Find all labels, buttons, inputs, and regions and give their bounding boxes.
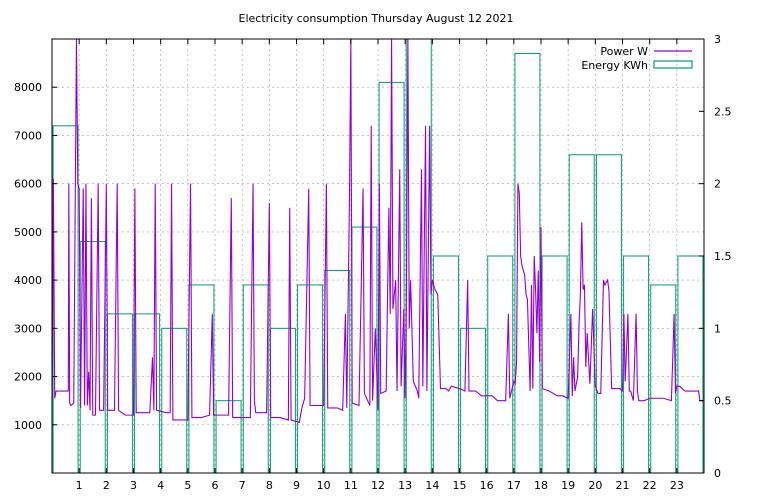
x-tick-label: 1 xyxy=(76,479,83,492)
x-tick-label: 6 xyxy=(212,479,219,492)
legend-swatch-energy xyxy=(653,60,693,69)
legend: Power W Energy KWh xyxy=(581,45,693,72)
energy-bar xyxy=(514,52,541,474)
x-tick-label: 20 xyxy=(588,479,602,492)
y-left-tick-label: 1000 xyxy=(14,419,42,432)
y-left-tick-label: 2000 xyxy=(14,371,42,384)
x-tick-label: 15 xyxy=(453,479,467,492)
y-left-tick-label: 7000 xyxy=(14,129,42,142)
grid xyxy=(52,39,704,473)
x-tick-label: 17 xyxy=(507,479,521,492)
energy-bar xyxy=(405,38,432,474)
x-tick-label: 13 xyxy=(398,479,412,492)
x-tick-label: 10 xyxy=(317,479,331,492)
x-tick-label: 11 xyxy=(344,479,358,492)
x-tick-label: 14 xyxy=(425,479,439,492)
energy-bar xyxy=(161,327,188,474)
chart-title: Electricity consumption Thursday August … xyxy=(239,12,514,25)
x-tick-label: 4 xyxy=(157,479,164,492)
energy-bar xyxy=(106,313,133,474)
power-series xyxy=(51,38,704,424)
x-tick-label: 12 xyxy=(371,479,385,492)
y-right-tick-label: 0 xyxy=(714,467,721,480)
y-left-tick-label: 6000 xyxy=(14,178,42,191)
y-right-tick-label: 0.5 xyxy=(714,395,732,408)
y-right-tick-label: 1 xyxy=(714,322,721,335)
x-tick-label: 3 xyxy=(130,479,137,492)
energy-bar xyxy=(677,255,704,474)
x-tick-label: 9 xyxy=(293,479,300,492)
y-right-tick-label: 2.5 xyxy=(714,105,732,118)
x-tick-label: 2 xyxy=(103,479,110,492)
energy-bar xyxy=(460,327,487,474)
x-tick-label: 22 xyxy=(643,479,657,492)
y-left-tick-label: 5000 xyxy=(14,226,42,239)
energy-bar xyxy=(269,327,296,474)
x-tick-label: 8 xyxy=(266,479,273,492)
y-right-tick-label: 2 xyxy=(714,178,721,191)
legend-label-power: Power W xyxy=(600,45,648,58)
x-tick-label: 19 xyxy=(561,479,575,492)
x-tick-label: 23 xyxy=(670,479,684,492)
axes: 1 2 3 4 5 6 7 8 9 10 11 12 13 14 15 16 17 18 19 20 21 22 23100… xyxy=(14,33,732,492)
y-right-tick-label: 1.5 xyxy=(714,250,732,263)
y-left-tick-label: 4000 xyxy=(14,274,42,287)
energy-bar xyxy=(568,154,595,474)
x-tick-label: 7 xyxy=(239,479,246,492)
x-tick-label: 18 xyxy=(534,479,548,492)
x-tick-label: 21 xyxy=(616,479,630,492)
energy-bar xyxy=(541,255,568,474)
energy-bar xyxy=(623,255,650,474)
power-line xyxy=(51,38,704,424)
y-left-tick-label: 8000 xyxy=(14,81,42,94)
x-tick-label: 16 xyxy=(480,479,494,492)
energy-bar xyxy=(242,284,269,474)
y-right-tick-label: 3 xyxy=(714,33,721,46)
y-left-tick-label: 3000 xyxy=(14,322,42,335)
legend-label-energy: Energy KWh xyxy=(581,59,648,72)
x-tick-label: 5 xyxy=(184,479,191,492)
energy-bar xyxy=(432,255,459,474)
energy-bar xyxy=(595,154,622,474)
